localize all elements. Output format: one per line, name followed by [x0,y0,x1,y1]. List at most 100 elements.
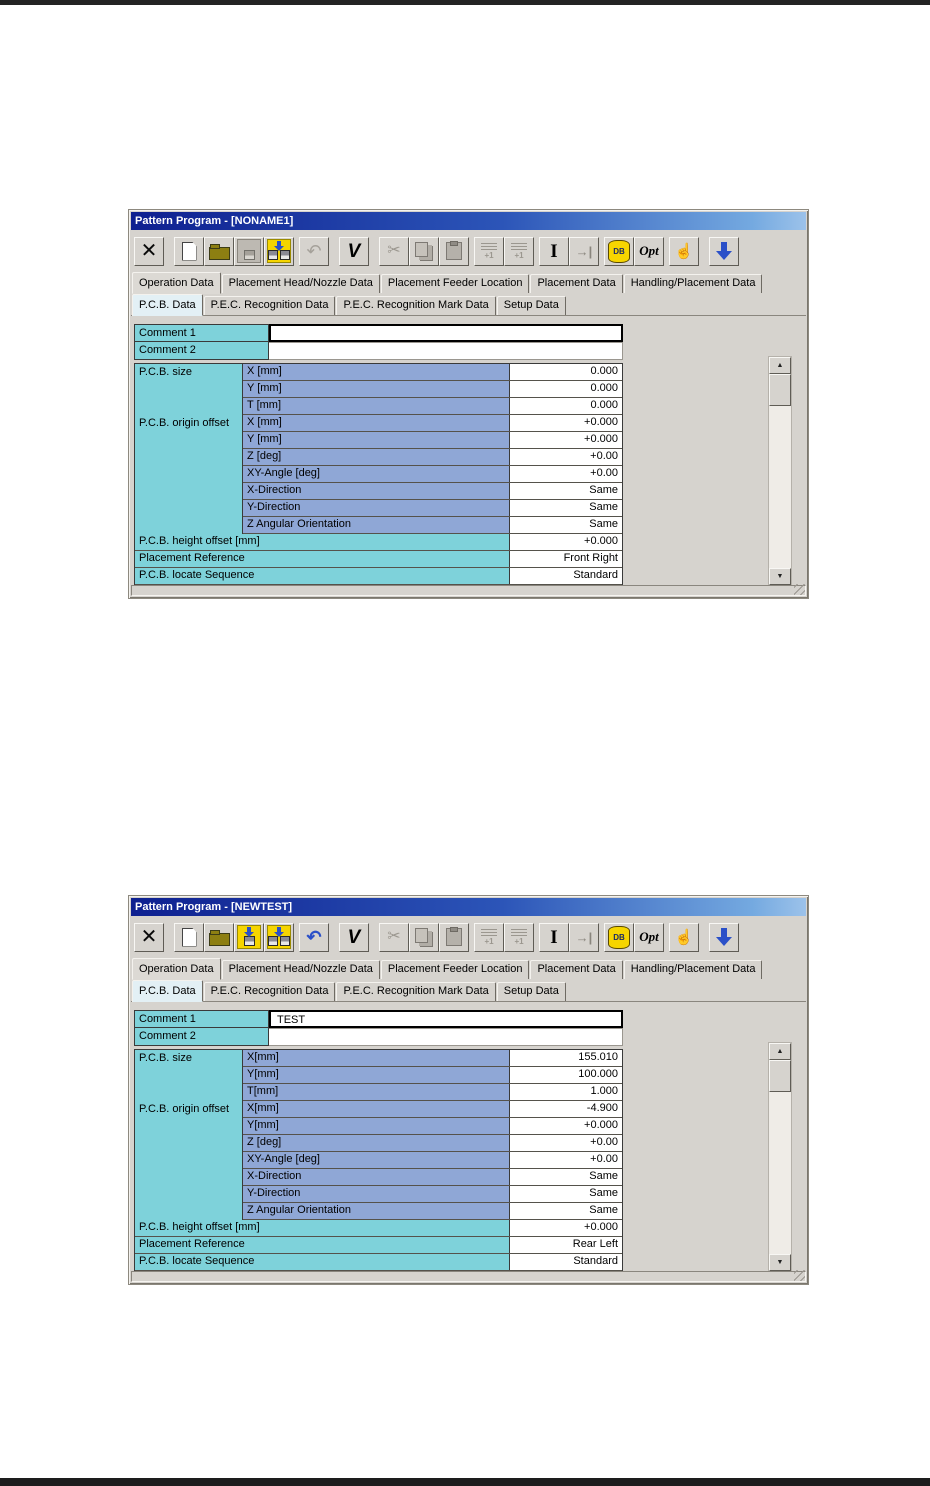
goto-button[interactable]: →| [569,922,599,952]
cut-button[interactable]: ✂ [379,236,409,266]
param-value[interactable]: Same [510,1186,622,1202]
undo-button[interactable]: ↶ [299,922,329,952]
table-row: Comment 1 TEST [134,1010,623,1028]
edit-button[interactable]: I [539,236,569,266]
comment1-input[interactable]: TEST [269,1010,623,1028]
tab-placement-data[interactable]: Placement Data [530,274,623,293]
save-all-icon [267,925,291,949]
tab-setup-data[interactable]: Setup Data [496,982,566,1001]
tab-placement-data[interactable]: Placement Data [530,960,623,979]
scroll-thumb[interactable] [769,374,791,406]
insert-line-alt-button[interactable]: +1 [504,236,534,266]
param-value[interactable]: -4.900 [510,1101,622,1117]
param-value[interactable]: +0.000 [510,432,622,448]
edit-button[interactable]: I [539,922,569,952]
verify-button[interactable]: V [339,236,369,266]
insert-line-alt-button[interactable]: +1 [504,922,534,952]
tab-handling-placement-data[interactable]: Handling/Placement Data [623,274,763,293]
tab-pec-recognition-mark-data[interactable]: P.E.C. Recognition Mark Data [336,296,496,315]
tab-pcb-data[interactable]: P.C.B. Data [132,980,203,1002]
scroll-up-button[interactable]: ▲ [769,1043,791,1060]
tab-placement-feeder-location[interactable]: Placement Feeder Location [380,274,530,293]
paste-button[interactable] [439,236,469,266]
param-value[interactable]: Standard [510,568,622,584]
download-button[interactable] [709,922,739,952]
insert-line-button[interactable]: +1 [474,922,504,952]
param-value[interactable]: Same [510,483,622,499]
goto-button[interactable]: →| [569,236,599,266]
pcb-size-group: P.C.B. size X[mm] 155.010 Y[mm] 100.000 T[… [135,1050,622,1101]
param-value[interactable]: Same [510,517,622,533]
vertical-scrollbar[interactable]: ▲ ▼ [768,356,792,586]
param-value[interactable]: +0.000 [510,1220,622,1236]
copy-button[interactable] [409,922,439,952]
save-button[interactable] [234,922,264,952]
tab-pec-recognition-data[interactable]: P.E.C. Recognition Data [203,982,336,1001]
new-button[interactable] [174,922,204,952]
param-value[interactable]: +0.00 [510,466,622,482]
param-value[interactable]: Rear Left [510,1237,622,1253]
tab-handling-placement-data[interactable]: Handling/Placement Data [623,960,763,979]
tab-pec-recognition-mark-data[interactable]: P.E.C. Recognition Mark Data [336,982,496,1001]
close-button[interactable]: ✕ [134,922,164,952]
save-button[interactable] [234,236,264,266]
save-all-button[interactable] [264,922,294,952]
param-value[interactable]: 155.010 [510,1050,622,1066]
param-value[interactable]: +0.000 [510,534,622,550]
new-button[interactable] [174,236,204,266]
tab-pec-recognition-data[interactable]: P.E.C. Recognition Data [203,296,336,315]
database-button[interactable]: DB [604,236,634,266]
verify-button[interactable]: V [339,922,369,952]
database-icon: DB [608,239,630,263]
options-button[interactable]: Opt [634,922,664,952]
comment2-input[interactable] [269,1028,623,1046]
resize-grip[interactable] [794,584,805,595]
scroll-down-button[interactable]: ▼ [769,568,791,585]
options-button[interactable]: Opt [634,236,664,266]
param-value[interactable]: Standard [510,1254,622,1270]
toolbar: ✕ ↶ V ✂ [129,916,808,957]
tab-operation-data[interactable]: Operation Data [132,958,221,980]
download-button[interactable] [709,236,739,266]
open-button[interactable] [204,236,234,266]
scroll-thumb[interactable] [769,1060,791,1092]
param-value[interactable]: +0.000 [510,1118,622,1134]
close-button[interactable]: ✕ [134,236,164,266]
paste-button[interactable] [439,922,469,952]
param-value[interactable]: 0.000 [510,364,622,380]
param-label: P.C.B. locate Sequence [135,568,511,584]
comment2-input[interactable] [269,342,623,360]
param-value[interactable]: +0.00 [510,1135,622,1151]
insert-line-button[interactable]: +1 [474,236,504,266]
param-value[interactable]: Front Right [510,551,622,567]
scroll-down-button[interactable]: ▼ [769,1254,791,1271]
save-all-button[interactable] [264,236,294,266]
cut-button[interactable]: ✂ [379,922,409,952]
param-value[interactable]: Same [510,500,622,516]
comment1-input[interactable] [269,324,623,342]
tab-placement-head-nozzle-data[interactable]: Placement Head/Nozzle Data [221,274,380,293]
manual-button[interactable]: ☝ [669,922,699,952]
open-button[interactable] [204,922,234,952]
param-value[interactable]: Same [510,1169,622,1185]
scroll-up-button[interactable]: ▲ [769,357,791,374]
param-value[interactable]: Same [510,1203,622,1219]
manual-button[interactable]: ☝ [669,236,699,266]
param-value[interactable]: 1.000 [510,1084,622,1100]
param-value[interactable]: 0.000 [510,398,622,414]
param-value[interactable]: +0.00 [510,1152,622,1168]
tab-pcb-data[interactable]: P.C.B. Data [132,294,203,316]
resize-grip[interactable] [794,1270,805,1281]
param-value[interactable]: +0.000 [510,415,622,431]
param-value[interactable]: +0.00 [510,449,622,465]
param-value[interactable]: 100.000 [510,1067,622,1083]
tab-operation-data[interactable]: Operation Data [132,272,221,294]
tab-setup-data[interactable]: Setup Data [496,296,566,315]
tab-placement-head-nozzle-data[interactable]: Placement Head/Nozzle Data [221,960,380,979]
vertical-scrollbar[interactable]: ▲ ▼ [768,1042,792,1272]
tab-placement-feeder-location[interactable]: Placement Feeder Location [380,960,530,979]
param-value[interactable]: 0.000 [510,381,622,397]
undo-button[interactable]: ↶ [299,236,329,266]
copy-button[interactable] [409,236,439,266]
database-button[interactable]: DB [604,922,634,952]
